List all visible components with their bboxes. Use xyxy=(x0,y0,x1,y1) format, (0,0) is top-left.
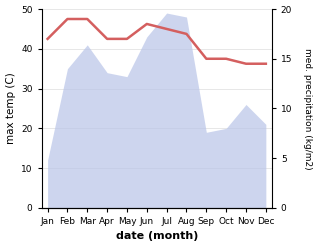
Y-axis label: max temp (C): max temp (C) xyxy=(5,73,16,144)
X-axis label: date (month): date (month) xyxy=(115,231,198,242)
Y-axis label: med. precipitation (kg/m2): med. precipitation (kg/m2) xyxy=(303,48,313,169)
